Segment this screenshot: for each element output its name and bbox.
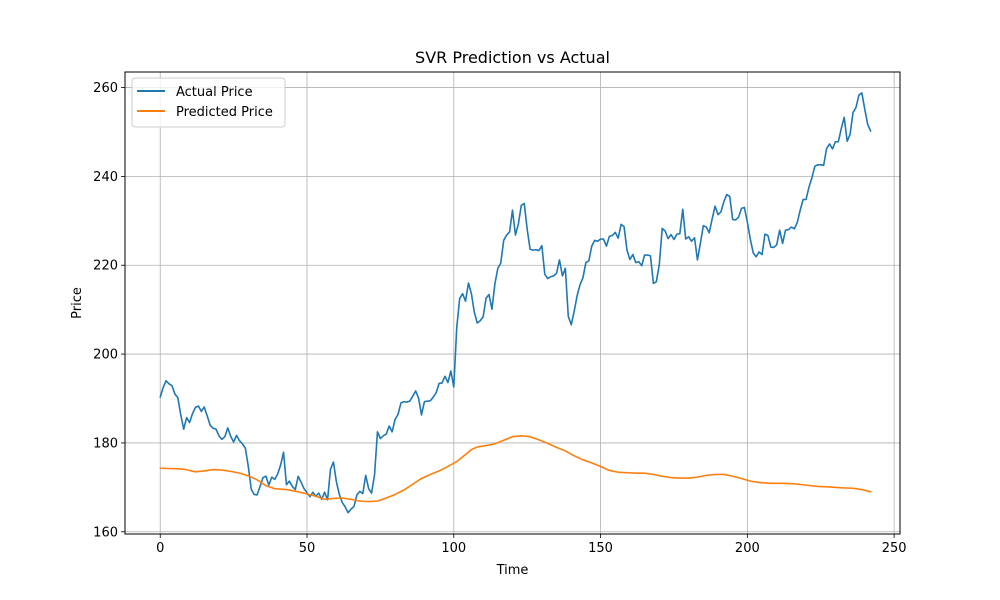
- grid: [125, 72, 900, 534]
- legend-label-predicted: Predicted Price: [176, 105, 273, 120]
- y-tick-label: 180: [93, 436, 118, 451]
- x-tick-label: 150: [588, 541, 613, 556]
- x-tick-label: 50: [299, 541, 316, 556]
- legend: Actual Price Predicted Price: [131, 77, 286, 128]
- y-tick-label: 260: [93, 81, 118, 96]
- x-tick-label: 250: [882, 541, 907, 556]
- actual-price-line: [159, 92, 872, 514]
- x-tick-label: 0: [156, 541, 164, 556]
- x-tick-label: 200: [735, 541, 760, 556]
- legend-box: [131, 77, 286, 128]
- x-tick-label: 100: [441, 541, 466, 556]
- x-axis-label: Time: [496, 563, 529, 578]
- y-tick-label: 240: [93, 170, 118, 185]
- y-axis-label: Price: [70, 287, 85, 319]
- chart-title: SVR Prediction vs Actual: [415, 48, 610, 67]
- predicted-price-line: [159, 435, 872, 503]
- ticks: 0 50 100 150 200 250 160 180 200 220 240 260: [93, 81, 906, 556]
- y-tick-label: 200: [93, 348, 118, 363]
- plot-frame: [124, 71, 901, 535]
- series-layer: [159, 92, 872, 514]
- legend-label-actual: Actual Price: [176, 85, 253, 100]
- y-tick-label: 220: [93, 259, 118, 274]
- y-tick-label: 160: [93, 525, 118, 540]
